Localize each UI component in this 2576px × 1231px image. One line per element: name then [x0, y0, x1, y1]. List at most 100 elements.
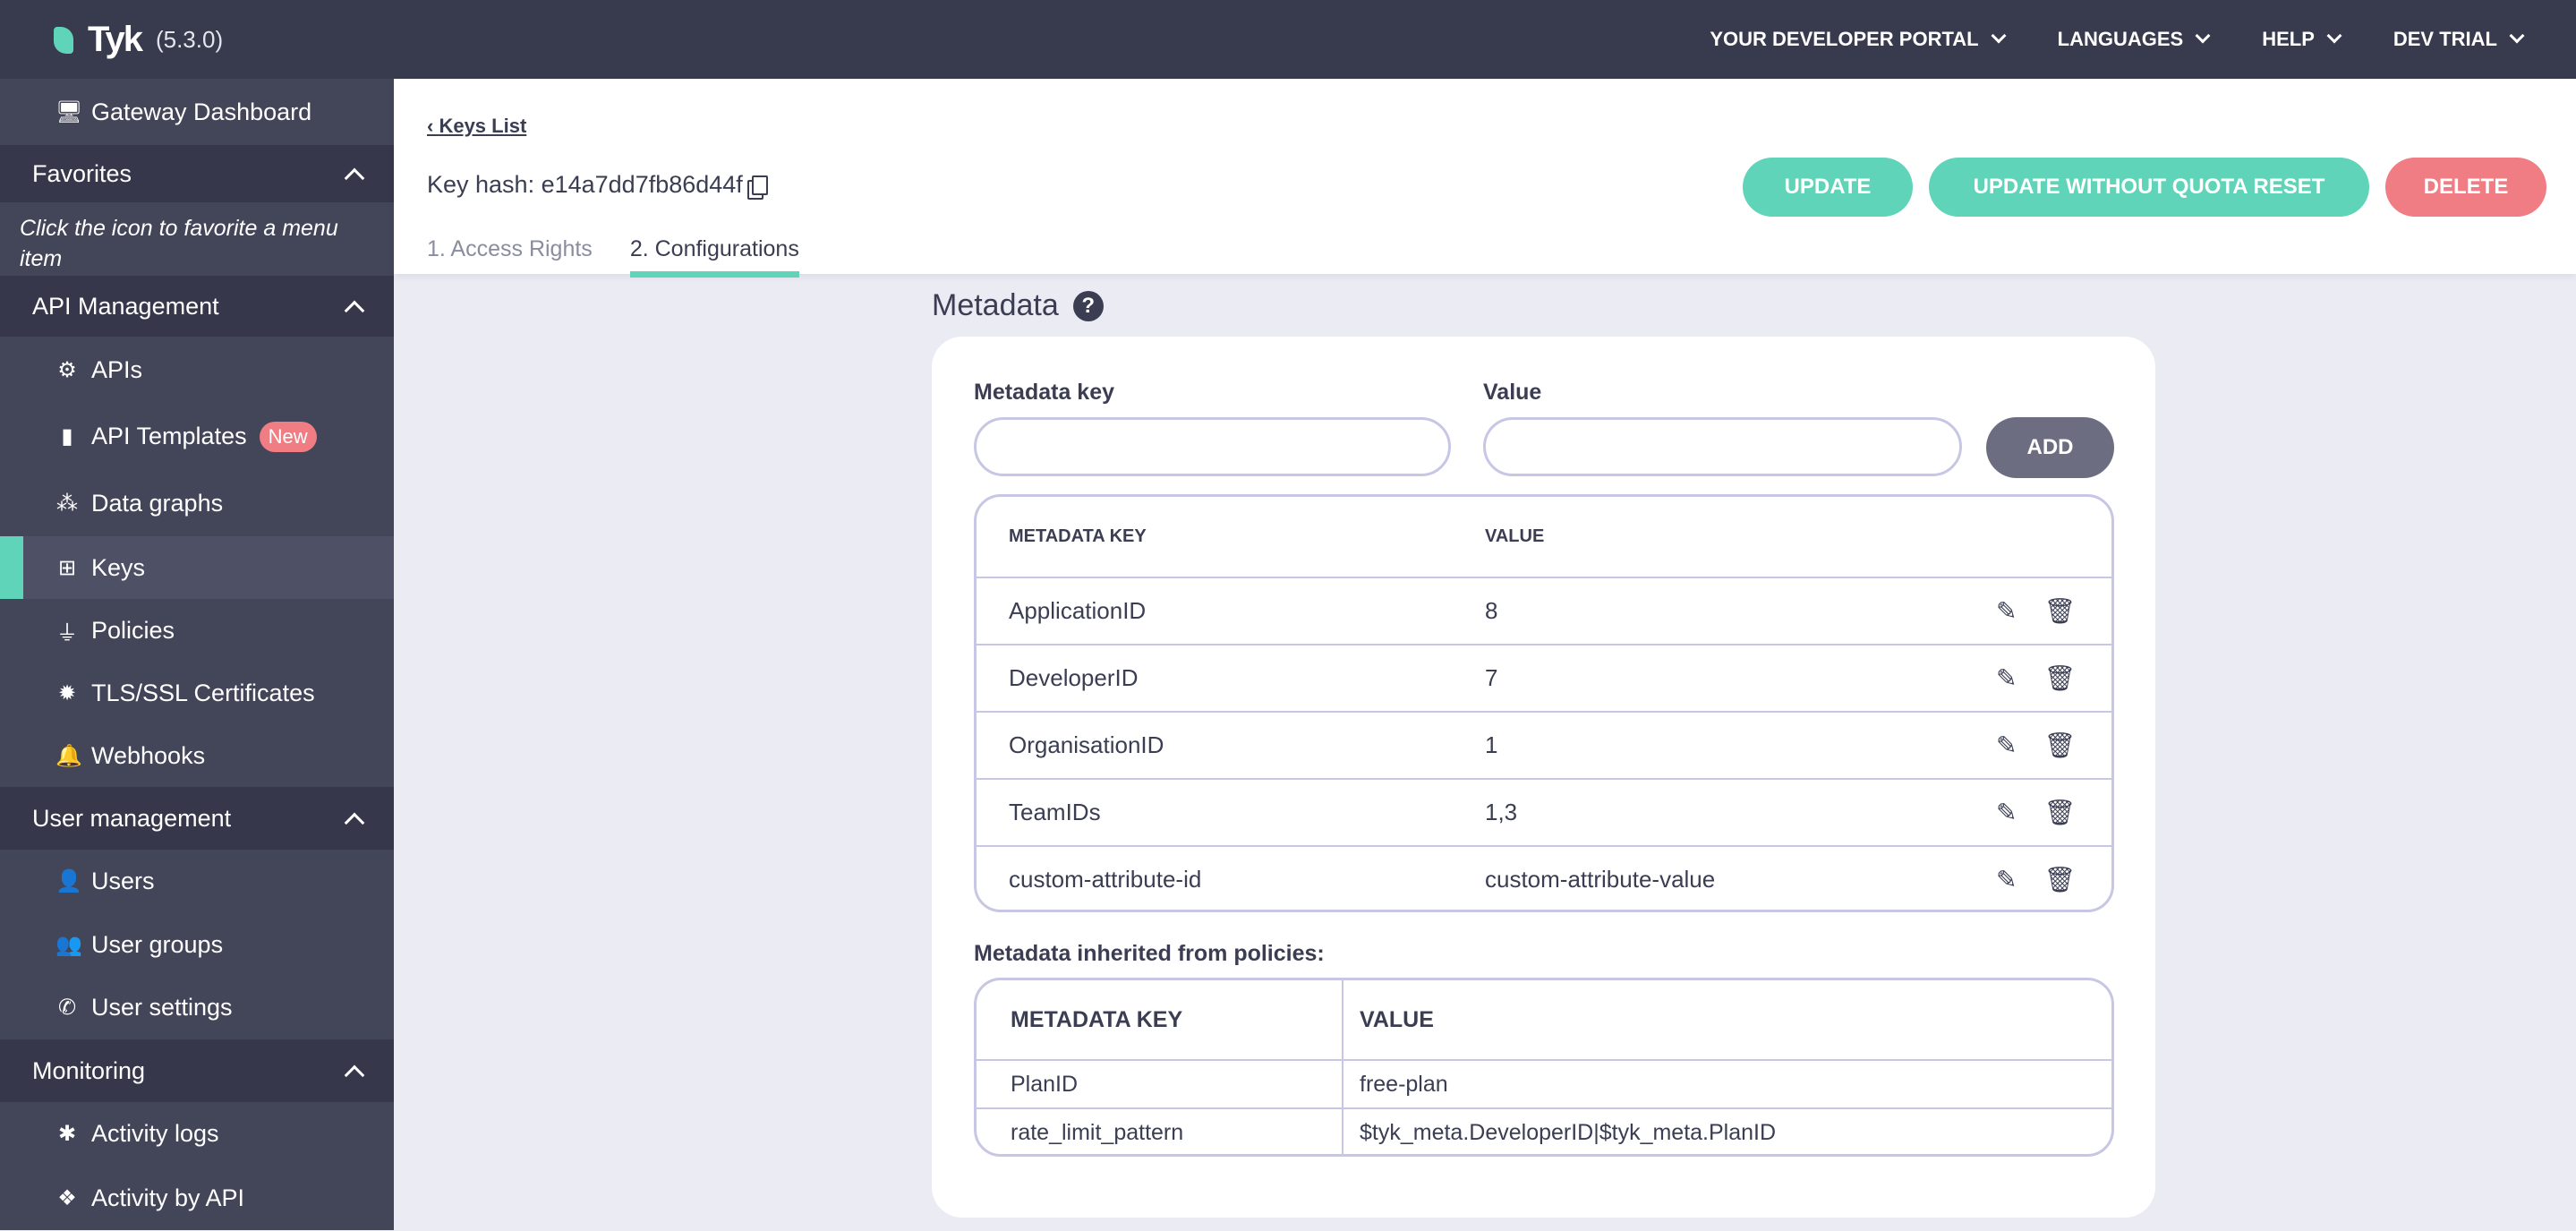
sitemap-icon: ⊞	[57, 555, 77, 580]
nav-label: YOUR DEVELOPER PORTAL	[1710, 28, 1979, 50]
copy-icon[interactable]	[751, 175, 768, 195]
table-row: PlanID free-plan	[977, 1059, 2111, 1107]
sidebar: 🖥 Gateway Dashboard Favorites Click the i…	[0, 79, 394, 1230]
column-header: METADATA KEY	[977, 980, 1343, 1059]
sidebar-item-policies[interactable]: ⏚ Policies	[0, 599, 394, 662]
sidebar-item-activity-by-api[interactable]: ❖ Activity by API	[0, 1166, 394, 1231]
table-row: custom-attribute-id custom-attribute-valu…	[977, 845, 2111, 910]
label: TLS/SSL Certificates	[91, 679, 315, 706]
metadata-key-cell: OrganisationID	[1009, 731, 1164, 758]
new-badge: New	[259, 421, 317, 452]
section-favorites[interactable]: Favorites	[0, 145, 394, 202]
sidebar-item-user-settings[interactable]: ✆ User settings	[0, 976, 394, 1039]
plug-icon: ⏚	[56, 620, 78, 645]
label: API Templates	[91, 423, 247, 449]
sidebar-item-user-groups[interactable]: 👥 User groups	[0, 913, 394, 976]
nav-label: DEV TRIAL	[2393, 28, 2497, 50]
trash-icon[interactable]: 🗑	[2043, 597, 2076, 625]
metadata-value-cell: 1	[1485, 731, 1498, 758]
update-button[interactable]: UPDATE	[1743, 158, 1913, 217]
metadata-table: METADATA KEY VALUE ApplicationID 8 ✎ 🗑 Develo…	[974, 494, 2114, 912]
table-row: OrganisationID 1 ✎ 🗑	[977, 711, 2111, 778]
section-api-management[interactable]: API Management	[0, 276, 394, 337]
nav-languages[interactable]: LANGUAGES	[2058, 28, 2211, 51]
file-icon: ▮	[61, 424, 73, 449]
cubes-icon: ❖	[57, 1186, 77, 1210]
metadata-value-cell: custom-attribute-value	[1485, 866, 1716, 893]
metadata-key-cell: ApplicationID	[1009, 597, 1147, 624]
sidebar-item-api-templates[interactable]: ▮ API Templates New	[0, 403, 394, 470]
metadata-value-input[interactable]	[1483, 417, 1962, 476]
sidebar-item-apis[interactable]: ⚙ APIs	[0, 337, 394, 403]
chevron-up-icon	[344, 812, 365, 833]
label: Activity by API	[91, 1184, 245, 1211]
sidebar-item-activity-logs[interactable]: ✱ Activity logs	[0, 1102, 394, 1166]
metadata-value-cell: $tyk_meta.DeveloperID|$tyk_meta.PlanID	[1360, 1119, 1777, 1145]
metadata-key-input[interactable]	[974, 417, 1451, 476]
section-monitoring[interactable]: Monitoring	[0, 1039, 394, 1102]
chevron-up-icon	[344, 167, 365, 189]
tab-access-rights[interactable]: 1. Access Rights	[427, 236, 593, 261]
keys-list-link[interactable]: ‹ Keys List	[427, 115, 527, 137]
page-header: ‹ Keys List Key hash: e14a7dd7fb86d44f 1…	[394, 79, 2576, 278]
nav-developer-portal[interactable]: YOUR DEVELOPER PORTAL	[1710, 28, 2007, 51]
trash-icon[interactable]: 🗑	[2043, 664, 2076, 692]
edit-icon[interactable]: ✎	[1995, 731, 2017, 759]
table-row: TeamIDs 1,3 ✎ 🗑	[977, 778, 2111, 845]
sidebar-item-gateway-dashboard[interactable]: 🖥 Gateway Dashboard	[0, 79, 394, 145]
label: Users	[91, 868, 155, 894]
version: (5.3.0)	[155, 26, 224, 53]
chevron-down-icon	[2326, 28, 2342, 44]
label: User groups	[91, 930, 224, 958]
graph-icon: ⁂	[56, 491, 78, 516]
edit-icon[interactable]: ✎	[1995, 597, 2017, 625]
column-header: METADATA KEY	[1009, 526, 1147, 546]
label: Gateway Dashboard	[91, 98, 312, 125]
gears-icon: ⚙	[57, 357, 77, 382]
edit-icon[interactable]: ✎	[1995, 799, 2017, 826]
delete-button[interactable]: DELETE	[2385, 158, 2546, 217]
edit-icon[interactable]: ✎	[1995, 664, 2017, 692]
edit-icon[interactable]: ✎	[1995, 866, 2017, 893]
sidebar-item-keys[interactable]: ⊞ Keys	[0, 536, 394, 599]
add-button[interactable]: ADD	[1986, 417, 2114, 478]
chevron-up-icon	[344, 1064, 365, 1086]
inherited-label: Metadata inherited from policies:	[974, 941, 1325, 966]
key-hash-text: Key hash: e14a7dd7fb86d44f	[427, 171, 743, 198]
sidebar-item-data-graphs[interactable]: ⁂ Data graphs	[0, 470, 394, 536]
section-user-management[interactable]: User management	[0, 787, 394, 850]
help-icon[interactable]: ?	[1072, 290, 1104, 321]
sidebar-item-users[interactable]: 👤 Users	[0, 850, 394, 913]
tab-configurations[interactable]: 2. Configurations	[629, 236, 799, 278]
label: Monitoring	[32, 1056, 146, 1084]
logo-text: Tyk	[88, 20, 143, 59]
label: User settings	[91, 994, 233, 1021]
chevron-down-icon	[2195, 28, 2211, 44]
users-icon: 👥	[55, 932, 82, 957]
label: Webhooks	[91, 741, 206, 769]
trash-icon[interactable]: 🗑	[2043, 731, 2076, 759]
sidebar-item-tls-certificates[interactable]: ✹ TLS/SSL Certificates	[0, 662, 394, 724]
chevron-down-icon	[2509, 28, 2525, 44]
label: Favorites	[32, 159, 132, 187]
sidebar-item-webhooks[interactable]: 🔔 Webhooks	[0, 724, 394, 787]
nav-label: HELP	[2262, 28, 2315, 50]
title-text: Metadata	[932, 288, 1059, 322]
bug-icon: ✱	[57, 1122, 77, 1146]
metadata-key-cell: DeveloperID	[1009, 664, 1139, 691]
inherited-table: METADATA KEY VALUE PlanID free-plan rate_li…	[974, 978, 2114, 1157]
favorites-note: Click the icon to favorite a menu item	[20, 216, 338, 271]
nav-dev-trial[interactable]: DEV TRIAL	[2393, 28, 2525, 51]
leaf-icon	[54, 26, 73, 54]
trash-icon[interactable]: 🗑	[2043, 866, 2076, 893]
table-header: METADATA KEY VALUE	[977, 980, 2111, 1059]
label: Keys	[91, 553, 146, 581]
label: Activity logs	[91, 1120, 219, 1147]
table-row: DeveloperID 7 ✎ 🗑	[977, 644, 2111, 711]
tyk-logo[interactable]: Tyk (5.3.0)	[54, 20, 223, 60]
nav-help[interactable]: HELP	[2262, 28, 2342, 51]
column-header: VALUE	[1485, 526, 1545, 546]
trash-icon[interactable]: 🗑	[2043, 799, 2076, 826]
metadata-key-cell: rate_limit_pattern	[977, 1109, 1343, 1154]
update-without-quota-reset-button[interactable]: UPDATE WITHOUT QUOTA RESET	[1929, 158, 2369, 217]
